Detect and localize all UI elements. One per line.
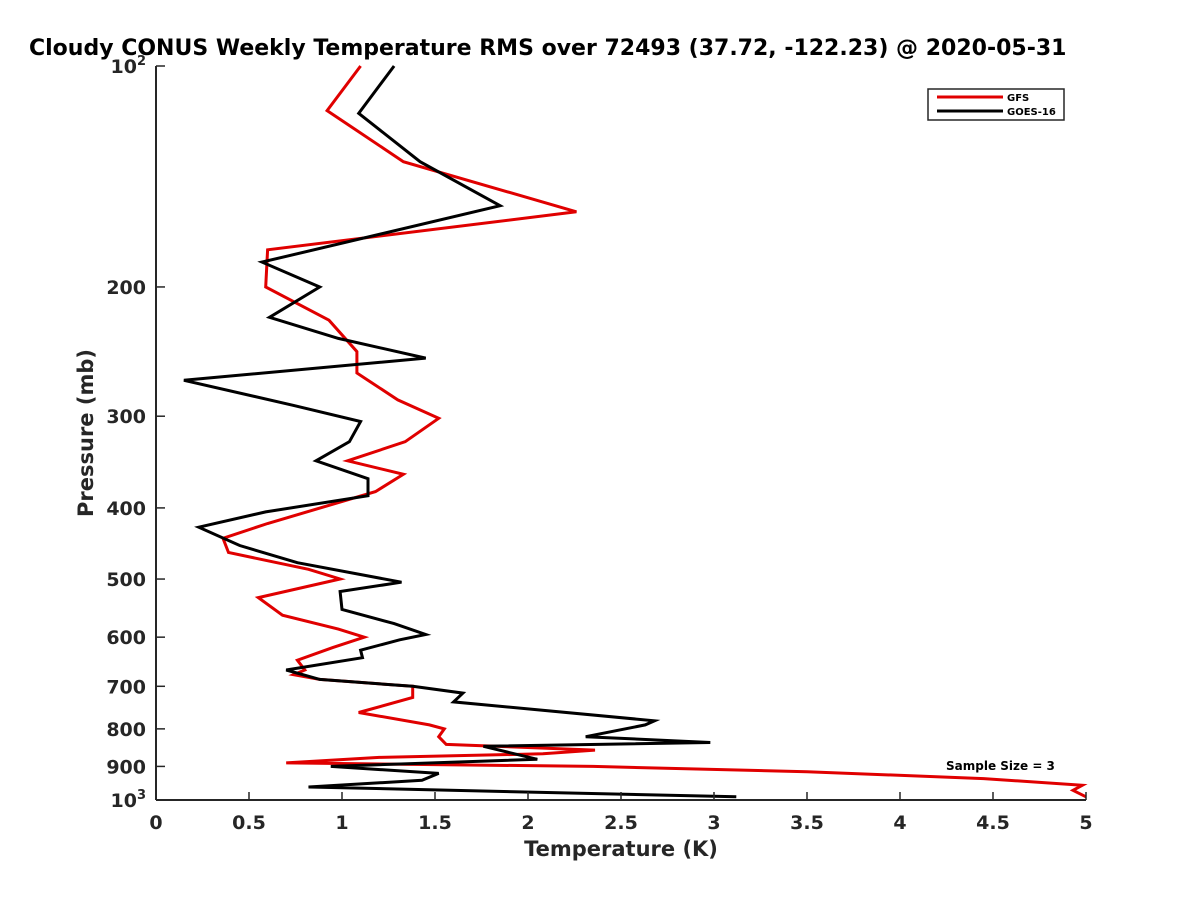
y-tick-label: 900 xyxy=(106,756,146,778)
x-tick-label: 5 xyxy=(1079,812,1092,834)
y-tick-label: 200 xyxy=(106,277,146,299)
x-tick-label: 0 xyxy=(149,812,162,834)
legend-label-goes16: GOES-16 xyxy=(1007,107,1056,118)
x-tick-label: 3 xyxy=(707,812,720,834)
x-tick-label: 2 xyxy=(521,812,534,834)
x-tick-label: 3.5 xyxy=(790,812,824,834)
y-tick-label: 500 xyxy=(106,569,146,591)
y-tick-label: 103 xyxy=(111,788,147,812)
x-tick-label: 4.5 xyxy=(976,812,1010,834)
axis-frame xyxy=(155,66,1086,801)
x-axis-ticks: 0 0.5 1 1.5 2 2.5 3 3.5 4 4.5 5 xyxy=(149,792,1093,834)
x-tick-label: 1 xyxy=(335,812,348,834)
x-tick-label: 4 xyxy=(893,812,906,834)
y-tick-label: 102 xyxy=(111,54,147,78)
y-tick-label: 700 xyxy=(106,676,146,698)
legend-box xyxy=(927,88,1065,121)
x-tick-label: 0.5 xyxy=(232,812,266,834)
legend: GFS GOES-16 xyxy=(927,88,1065,121)
series-layer xyxy=(183,65,1088,799)
chart-title: Cloudy CONUS Weekly Temperature RMS over… xyxy=(29,36,1066,61)
y-tick-label: 800 xyxy=(106,719,146,741)
x-tick-label: 1.5 xyxy=(418,812,452,834)
legend-label-gfs: GFS xyxy=(1007,93,1029,104)
y-tick-label: 400 xyxy=(106,498,146,520)
series-line-0 xyxy=(221,65,1088,799)
y-tick-label: 300 xyxy=(106,406,146,428)
y-axis-label: Pressure (mb) xyxy=(74,349,98,517)
y-axis-ticks: 102 200 300 400 500 600 700 800 900 103 xyxy=(106,54,165,812)
x-axis-label: Temperature (K) xyxy=(524,837,718,861)
plot-area: 0 0.5 1 1.5 2 2.5 3 3.5 4 4.5 5 102 200 300 400 500 600… xyxy=(106,54,1092,834)
x-tick-label: 2.5 xyxy=(604,812,638,834)
y-tick-label: 600 xyxy=(106,627,146,649)
sample-size-annotation: Sample Size = 3 xyxy=(946,759,1055,773)
series-line-1 xyxy=(183,65,737,799)
